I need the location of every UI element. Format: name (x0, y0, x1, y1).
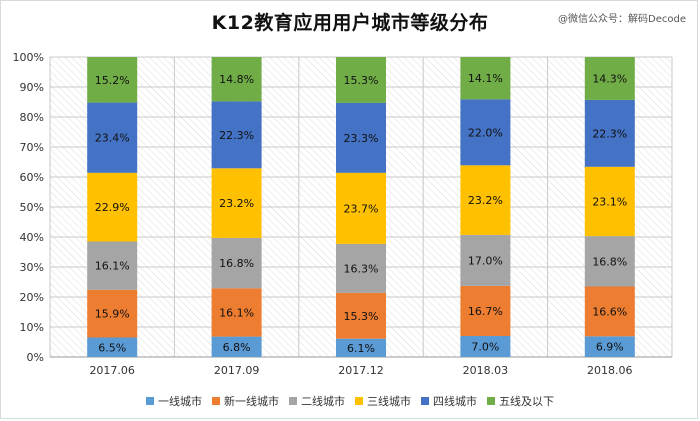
data-label: 23.1% (592, 195, 627, 208)
y-tick-label: 70% (20, 141, 44, 154)
y-tick-label: 60% (20, 171, 44, 184)
data-label: 22.3% (592, 127, 627, 140)
bar-segment (584, 57, 635, 100)
y-tick-label: 50% (20, 201, 44, 214)
legend-swatch (146, 397, 154, 405)
bar-segment (336, 292, 386, 339)
legend-item: 二线城市 (289, 393, 345, 409)
legend-swatch (212, 397, 220, 405)
x-tick-label: 2018.03 (463, 364, 509, 377)
bar-segment (584, 286, 635, 337)
legend-label: 一线城市 (158, 395, 202, 408)
data-label: 22.0% (468, 126, 503, 139)
data-label: 23.4% (95, 132, 130, 145)
bar-segment (211, 101, 262, 169)
bar-segment (460, 336, 511, 357)
bar-segment (336, 102, 386, 173)
data-label: 16.3% (344, 262, 379, 275)
legend-label: 新一线城市 (224, 395, 279, 408)
x-tick-label: 2017.12 (338, 364, 384, 377)
data-label: 16.1% (219, 306, 254, 319)
x-tick-label: 2017.09 (214, 364, 260, 377)
data-label: 16.8% (219, 257, 254, 270)
y-tick-label: 90% (20, 81, 44, 94)
watermark: @微信公众号：解码Decode (558, 14, 686, 25)
bar-segment (87, 102, 138, 173)
legend-label: 五线及以下 (499, 395, 554, 408)
bar-segment (460, 234, 511, 286)
bar-segment (87, 289, 138, 338)
data-label: 15.9% (95, 308, 130, 321)
bar-segment (460, 99, 511, 166)
bar-segment (211, 288, 262, 337)
bar-segment (336, 57, 386, 103)
data-label: 16.8% (592, 255, 627, 268)
y-tick-label: 100% (13, 51, 44, 64)
bar-segment (336, 243, 386, 293)
y-tick-label: 10% (20, 321, 44, 334)
y-tick-label: 20% (20, 291, 44, 304)
bar-segment (87, 241, 138, 290)
data-label: 6.8% (223, 341, 251, 354)
bar-segment (87, 172, 138, 242)
data-label: 22.3% (219, 129, 254, 142)
data-label: 22.9% (95, 201, 130, 214)
bar-segment (584, 236, 635, 287)
data-label: 17.0% (468, 254, 503, 267)
legend-swatch (289, 397, 297, 405)
data-label: 15.3% (344, 74, 379, 87)
bar-segment (87, 57, 138, 103)
legend-swatch (487, 397, 495, 405)
x-tick-label: 2017.06 (89, 364, 135, 377)
bar-segment (336, 338, 386, 357)
legend-swatch (355, 397, 363, 405)
data-label: 14.8% (219, 73, 254, 86)
data-label: 16.1% (95, 260, 130, 273)
legend-item: 一线城市 (146, 393, 202, 409)
bar-segment (460, 165, 511, 235)
y-tick-label: 30% (20, 261, 44, 274)
data-label: 23.2% (468, 194, 503, 207)
bar-segment (211, 237, 262, 289)
data-label: 16.6% (592, 305, 627, 318)
chart-title: K12教育应用用户城市等级分布 (211, 12, 489, 34)
y-tick-label: 80% (20, 111, 44, 124)
data-label: 14.3% (592, 72, 627, 85)
legend: 一线城市 新一线城市 二线城市 三线城市 四线城市 五线及以下 (0, 393, 700, 409)
legend-label: 三线城市 (367, 395, 411, 408)
data-label: 16.7% (468, 305, 503, 318)
x-tick-label: 2018.06 (587, 364, 633, 377)
data-label: 6.9% (596, 341, 624, 354)
bar-segment (87, 337, 138, 357)
data-label: 6.1% (347, 342, 375, 355)
y-tick-label: 40% (20, 231, 44, 244)
legend-swatch (421, 397, 429, 405)
bar-segment (460, 57, 511, 100)
data-label: 6.5% (98, 341, 126, 354)
data-label: 23.2% (219, 197, 254, 210)
legend-item: 四线城市 (421, 393, 477, 409)
data-label: 15.2% (95, 74, 130, 87)
data-label: 14.1% (468, 72, 503, 85)
bar-segment (211, 168, 262, 238)
bar-segment (336, 172, 386, 244)
bar-segment (584, 166, 635, 237)
data-label: 7.0% (471, 341, 499, 354)
bar-segment (584, 336, 635, 357)
data-label: 15.3% (344, 310, 379, 323)
y-tick-label: 0% (27, 351, 44, 364)
bar-segment (584, 99, 635, 167)
data-label: 23.3% (344, 132, 379, 145)
legend-item: 三线城市 (355, 393, 411, 409)
data-label: 23.7% (344, 202, 379, 215)
bar-segment (211, 57, 262, 102)
legend-label: 四线城市 (433, 395, 477, 408)
legend-item: 五线及以下 (487, 393, 554, 409)
legend-label: 二线城市 (301, 395, 345, 408)
bar-segment (211, 336, 262, 357)
bar-segment (460, 285, 511, 336)
legend-item: 新一线城市 (212, 393, 279, 409)
